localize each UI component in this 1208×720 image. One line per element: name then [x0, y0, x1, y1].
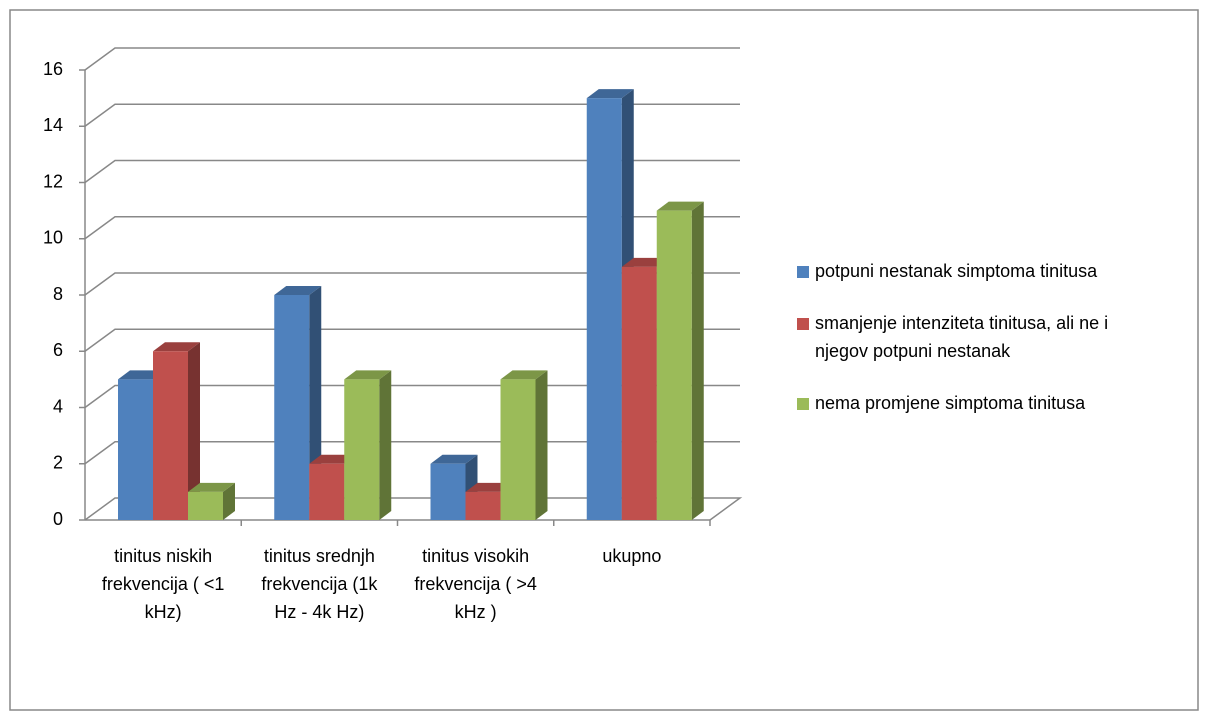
legend-swatch: [797, 266, 809, 278]
bar-top: [344, 370, 392, 380]
bar: [153, 342, 200, 520]
grid-line: [84, 328, 740, 352]
bar: [344, 370, 392, 520]
y-tick-label: 16: [43, 59, 63, 79]
bar-top: [500, 370, 548, 380]
legend-swatch: [797, 318, 809, 330]
bar-side: [691, 201, 704, 520]
bar-front: [153, 351, 188, 520]
y-tick-label: 2: [53, 453, 63, 473]
grid-line: [84, 47, 740, 71]
x-tick-label: tinitus srednjh frekvencija (1k Hz - 4k Hz…: [261, 546, 378, 622]
bar-front: [118, 379, 153, 520]
bar-top: [430, 454, 478, 464]
bar-front: [309, 463, 345, 520]
legend-label: nema promjene simptoma tinitusa: [815, 393, 1086, 413]
grid-line: [84, 497, 743, 521]
y-tick-label: 4: [53, 396, 63, 416]
y-tick-label: 12: [43, 171, 63, 191]
y-tick-label: 10: [43, 228, 63, 248]
x-tick-label: tinitus niskih frekvencija ( <1 kHz): [102, 546, 225, 622]
bar-top: [188, 482, 235, 492]
grid-line: [84, 159, 740, 184]
bar-top: [153, 342, 200, 352]
bar-top: [274, 286, 322, 295]
bar-front: [586, 98, 622, 520]
bar-side: [379, 370, 392, 520]
bar-side: [188, 342, 200, 520]
bar: [656, 201, 704, 520]
bar-side: [223, 482, 235, 520]
bar-front: [344, 379, 380, 520]
y-tick-label: 6: [53, 340, 63, 360]
legend-label: potpuni nestanak simptoma tinitusa: [815, 261, 1098, 281]
bar-front: [500, 379, 536, 520]
bar-front: [465, 491, 501, 520]
bar-side: [535, 370, 548, 520]
bar: [274, 286, 322, 520]
y-tick-label: 8: [53, 284, 63, 304]
legend-swatch: [797, 398, 809, 410]
x-tick-label: ukupno: [602, 546, 661, 566]
y-tick-label: 14: [43, 115, 63, 135]
bar-front: [656, 210, 692, 520]
bar: [500, 370, 548, 520]
grid-line: [84, 272, 740, 296]
bar-front: [621, 266, 657, 520]
bar-top: [586, 89, 634, 99]
grid-line: [84, 103, 740, 127]
bar-top: [656, 201, 704, 211]
grid-line: [84, 216, 740, 240]
x-tick-label: tinitus visokih frekvencija ( >4 kHz ): [414, 546, 537, 622]
bar-front: [188, 491, 223, 520]
bar-front: [274, 295, 310, 520]
y-tick-label: 0: [53, 509, 63, 529]
bar-front: [430, 463, 466, 520]
legend-label: smanjenje intenziteta tinitusa, ali ne i…: [815, 313, 1108, 361]
bar: [188, 482, 235, 520]
